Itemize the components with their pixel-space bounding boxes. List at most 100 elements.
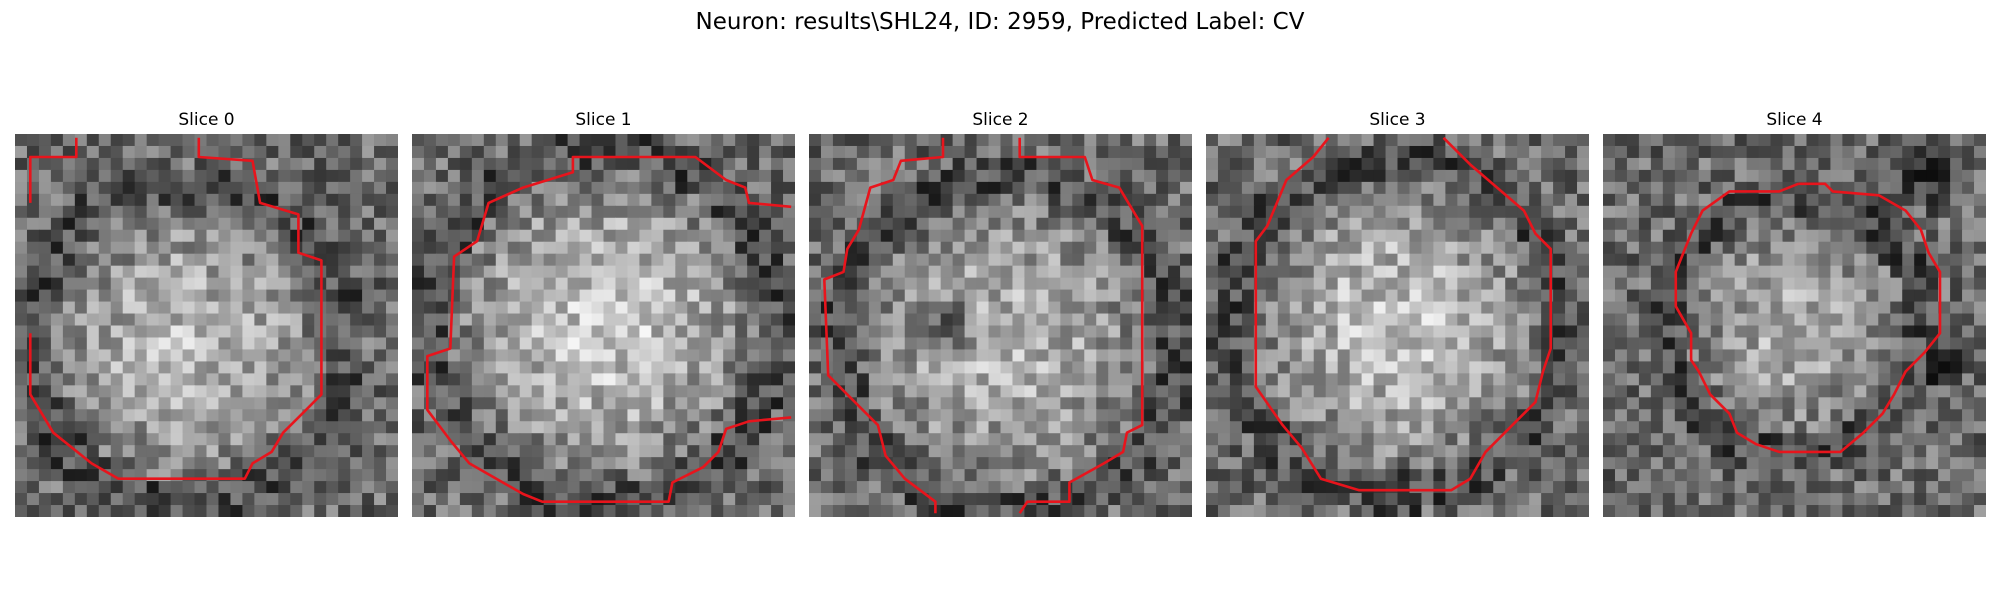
pixel xyxy=(290,397,303,410)
pixel xyxy=(771,361,784,374)
pixel xyxy=(591,361,605,374)
pixel xyxy=(1830,409,1843,422)
pixel xyxy=(832,373,846,386)
pixel xyxy=(783,469,795,482)
pixel xyxy=(1397,361,1411,374)
pixel xyxy=(86,313,100,327)
pixel xyxy=(1253,181,1267,195)
pixel xyxy=(1024,217,1038,231)
pixel xyxy=(194,481,208,494)
pixel xyxy=(1277,469,1291,482)
pixel xyxy=(447,193,461,207)
pixel xyxy=(928,457,942,470)
pixel xyxy=(809,145,822,159)
pixel xyxy=(350,229,363,243)
pixel xyxy=(15,373,28,386)
pixel xyxy=(412,445,425,458)
pixel xyxy=(62,205,76,219)
pixel xyxy=(892,241,906,255)
pixel xyxy=(1782,229,1796,243)
pixel xyxy=(194,457,208,470)
pixel xyxy=(1072,493,1085,506)
pixel xyxy=(531,134,545,147)
pixel xyxy=(1698,253,1712,267)
pixel xyxy=(1722,457,1736,470)
pixel xyxy=(1397,193,1411,207)
pixel xyxy=(62,181,76,195)
pixel xyxy=(15,481,28,494)
pixel xyxy=(1457,181,1470,195)
pixel xyxy=(302,205,315,219)
pixel xyxy=(1830,301,1843,315)
pixel xyxy=(1060,421,1073,434)
pixel xyxy=(412,409,425,422)
pixel xyxy=(447,145,461,159)
pixel xyxy=(1686,253,1700,267)
pixel xyxy=(242,313,255,327)
pixel xyxy=(892,493,906,506)
pixel xyxy=(1048,301,1061,315)
pixel xyxy=(447,205,461,219)
pixel xyxy=(1878,181,1891,195)
pixel xyxy=(1409,457,1423,470)
pixel xyxy=(783,277,795,291)
pixel xyxy=(38,217,52,231)
pixel xyxy=(809,433,822,446)
pixel xyxy=(663,349,676,363)
pixel xyxy=(1950,409,1963,422)
pixel xyxy=(627,134,641,147)
pixel xyxy=(904,217,918,231)
pixel xyxy=(1782,409,1796,422)
pixel xyxy=(1217,193,1231,207)
pixel xyxy=(182,157,196,171)
pixel xyxy=(1686,193,1700,207)
pixel xyxy=(675,457,688,470)
pixel xyxy=(386,337,398,351)
pixel xyxy=(1156,193,1169,207)
pixel xyxy=(1024,301,1038,315)
pixel xyxy=(735,217,748,231)
pixel xyxy=(1024,361,1038,374)
pixel xyxy=(1626,134,1640,147)
pixel xyxy=(254,409,267,422)
pixel xyxy=(1048,169,1061,183)
pixel xyxy=(759,301,772,315)
pixel xyxy=(603,253,617,267)
pixel xyxy=(519,337,533,351)
pixel xyxy=(519,433,533,446)
pixel xyxy=(820,457,834,470)
pixel xyxy=(507,217,521,231)
pixel xyxy=(1902,385,1915,398)
pixel xyxy=(290,457,303,470)
pixel xyxy=(1156,277,1169,291)
pixel xyxy=(314,217,327,231)
pixel xyxy=(904,325,918,339)
pixel xyxy=(1096,349,1109,363)
pixel xyxy=(1794,289,1808,303)
pixel xyxy=(1084,397,1097,410)
pixel xyxy=(1722,313,1736,327)
pixel xyxy=(1072,397,1085,410)
pixel xyxy=(1433,289,1446,303)
pixel xyxy=(555,325,569,339)
pixel xyxy=(1349,217,1363,231)
pixel xyxy=(254,145,267,159)
pixel xyxy=(412,481,425,494)
pixel xyxy=(134,433,148,446)
pixel xyxy=(1457,217,1470,231)
pixel xyxy=(1926,134,1939,147)
pixel xyxy=(278,181,291,195)
pixel xyxy=(1373,253,1387,267)
pixel xyxy=(579,241,593,255)
pixel xyxy=(976,265,990,279)
pixel xyxy=(1962,445,1975,458)
pixel xyxy=(771,397,784,410)
pixel xyxy=(1156,265,1169,279)
pixel xyxy=(723,193,736,207)
pixel xyxy=(699,301,712,315)
pixel xyxy=(1794,397,1808,410)
pixel xyxy=(338,481,351,494)
pixel xyxy=(1397,217,1411,231)
pixel xyxy=(1794,253,1808,267)
pixel xyxy=(50,253,64,267)
